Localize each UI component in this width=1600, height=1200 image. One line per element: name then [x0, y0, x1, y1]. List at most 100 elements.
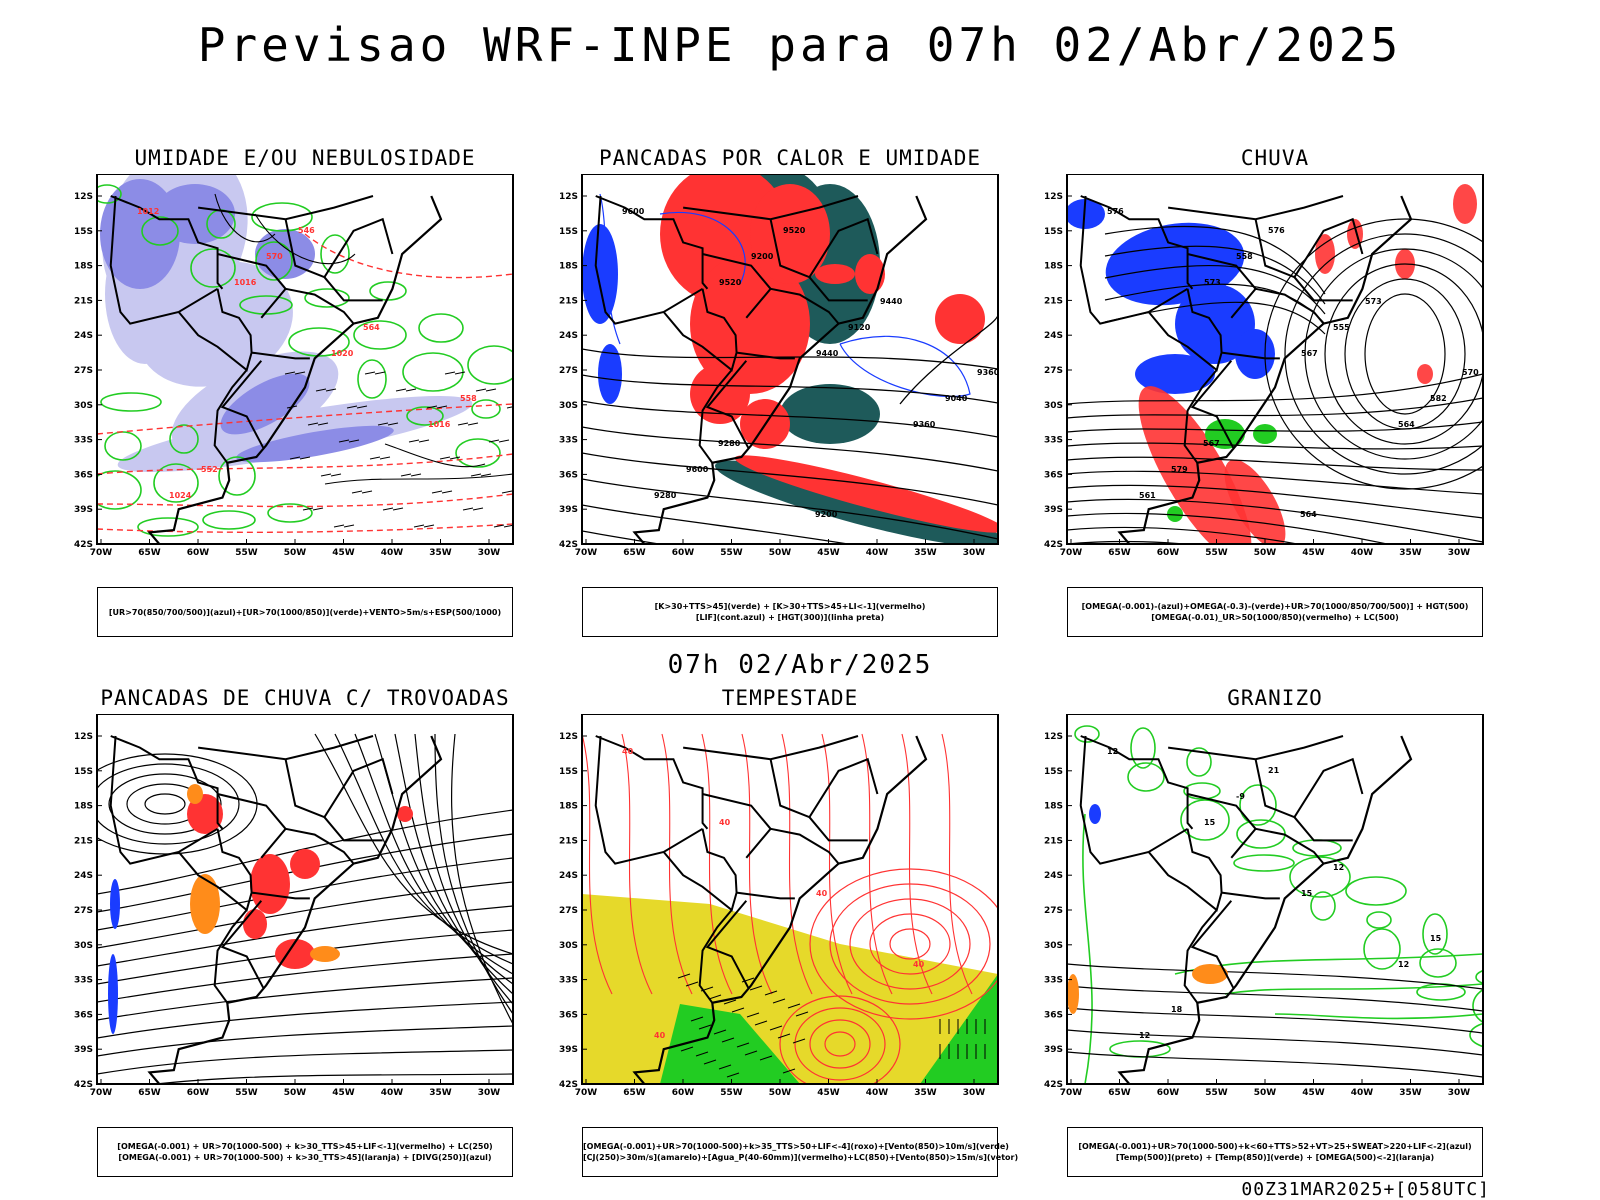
temp850-contour	[1224, 983, 1483, 995]
country-border	[769, 757, 879, 819]
wind-vector	[361, 490, 373, 494]
lon-tick-label: 40W	[866, 1088, 889, 1098]
lat-tick-label: 42S	[74, 1080, 93, 1090]
country-border	[198, 195, 374, 221]
wind-vector	[317, 422, 329, 426]
lon-tick-label: 65W	[623, 548, 646, 558]
map-layers	[97, 733, 525, 1084]
divergence-area	[110, 879, 120, 929]
lat-tick-label: 24S	[1044, 331, 1063, 341]
lat-tick-label: 33S	[559, 436, 578, 446]
lat-tick-label: 36S	[1044, 1010, 1063, 1020]
showers-area	[517, 984, 525, 1004]
panel-title: GRANIZO	[1227, 686, 1323, 710]
lon-tick-label: 70W	[90, 548, 113, 558]
wind-vector	[795, 1011, 809, 1017]
lon-tick-label: 60W	[672, 1088, 695, 1098]
contour-label: 564	[363, 323, 380, 332]
contour-label: 1024	[169, 491, 192, 500]
lat-tick-label: 39S	[1044, 1045, 1063, 1055]
political-boundaries	[594, 195, 928, 544]
wind-vector	[307, 422, 319, 426]
panel-legend: [OMEGA(-0.001)+UR>70(1000-500)+k>35_TTS>…	[582, 1127, 1019, 1177]
lon-tick-label: 45W	[332, 548, 355, 558]
thunderstorm-area	[187, 794, 223, 834]
wind-vector	[374, 371, 386, 375]
wind-vector	[444, 371, 456, 375]
lon-tick-label: 65W	[1108, 548, 1131, 558]
wind-vector	[677, 973, 691, 979]
lat-tick-label: 18S	[1044, 262, 1063, 272]
lat-tick-label: 12S	[559, 192, 578, 202]
humidity-contour	[169, 424, 199, 454]
contour-label: 12	[1398, 960, 1409, 969]
map-layers	[1067, 725, 1483, 1084]
lat-tick-label: 12S	[74, 192, 93, 202]
temp850-contour	[1472, 988, 1483, 1024]
lon-tick-label: 45W	[817, 1088, 840, 1098]
legend-line: [OMEGA(-0.01)_UR>50(1000/850)(vermelho) …	[1151, 613, 1399, 622]
streamline	[97, 1049, 513, 1075]
legend-line: [K>30+TTS>45](verde) + [K>30+TTS>45+LI<-…	[654, 602, 926, 611]
lon-tick-label: 55W	[720, 548, 743, 558]
omega-area	[1067, 199, 1105, 229]
hgt500-contour	[1264, 218, 1483, 490]
wind-vector	[418, 439, 430, 443]
hgt500-contour	[1104, 245, 1326, 305]
lon-tick-label: 50W	[1254, 1088, 1277, 1098]
humidity-contour	[202, 510, 256, 530]
contour-label: 570	[1462, 368, 1479, 377]
wind-vector	[423, 524, 435, 528]
lon-tick-label: 55W	[235, 548, 258, 558]
lon-tick-label: 30W	[963, 1088, 986, 1098]
omega500-area	[1067, 974, 1079, 1014]
panel-title: UMIDADE E/OU NEBULOSIDADE	[134, 146, 476, 170]
thickness-contour	[97, 523, 513, 533]
country-border	[808, 276, 868, 302]
lon-tick-label: 70W	[1060, 1088, 1083, 1098]
lat-tick-label: 36S	[74, 1010, 93, 1020]
wind-vector	[703, 1059, 717, 1065]
lif-area	[598, 344, 622, 404]
omega-area	[1135, 354, 1215, 394]
lat-tick-label: 21S	[559, 296, 578, 306]
streamline	[97, 809, 513, 895]
coastline	[1117, 735, 1413, 1084]
humidity-area	[220, 373, 310, 435]
wind-vector	[413, 524, 425, 528]
contour-label: 573	[1204, 278, 1221, 287]
humidity-contour	[97, 470, 142, 510]
wind-vector	[312, 507, 324, 511]
lon-tick-label: 50W	[1254, 548, 1277, 558]
humidity-contour	[255, 241, 293, 281]
contour-label: 1016	[234, 278, 257, 287]
lon-tick-label: 30W	[1448, 548, 1471, 558]
country-border	[1147, 828, 1223, 912]
contour-label: 558	[1236, 252, 1253, 261]
thunder-showers-area	[690, 364, 750, 424]
lat-tick-label: 27S	[1044, 366, 1063, 376]
country-border	[1230, 827, 1325, 865]
lat-tick-label: 15S	[74, 227, 93, 237]
legend-line: [CJ(250)>30m/s](amarelo)+[Agua_P(40-60mm…	[583, 1153, 1019, 1162]
legend-line: [OMEGA(-0.001)+UR>70(1000-500)+k>35_TTS>…	[583, 1142, 1009, 1151]
wind-vector	[289, 456, 301, 460]
hgt300-contour	[582, 530, 663, 544]
map-frame	[581, 714, 999, 1085]
contour-label: 555	[1333, 323, 1350, 332]
contour-label: 9200	[751, 252, 774, 261]
contour-label: 9520	[719, 278, 742, 287]
streamline	[809, 1019, 871, 1069]
thunder-showers-area	[734, 455, 998, 533]
country-border	[683, 195, 859, 221]
streamline	[97, 763, 240, 845]
contour-label: 18	[1171, 1005, 1183, 1014]
hgt500-contour	[1067, 373, 1483, 405]
water-contour	[741, 733, 773, 995]
humidity-contour	[304, 288, 350, 308]
contour-label: 9600	[686, 465, 709, 474]
temp500-contour	[1067, 963, 1483, 990]
humidity-contour	[467, 345, 513, 385]
lat-tick-label: 39S	[1044, 505, 1063, 515]
lat-tick-label: 33S	[1044, 436, 1063, 446]
